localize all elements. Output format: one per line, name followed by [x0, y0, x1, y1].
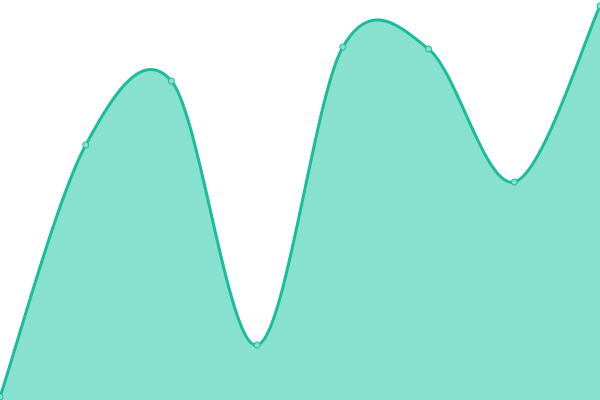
series-line — [0, 5, 600, 398]
data-point — [253, 341, 261, 349]
data-point — [425, 45, 433, 53]
data-point — [596, 2, 600, 10]
area-fill — [0, 6, 600, 400]
data-point — [0, 393, 4, 400]
data-point — [167, 77, 175, 85]
data-point — [339, 43, 347, 51]
data-point — [82, 141, 90, 149]
data-point — [510, 178, 518, 186]
